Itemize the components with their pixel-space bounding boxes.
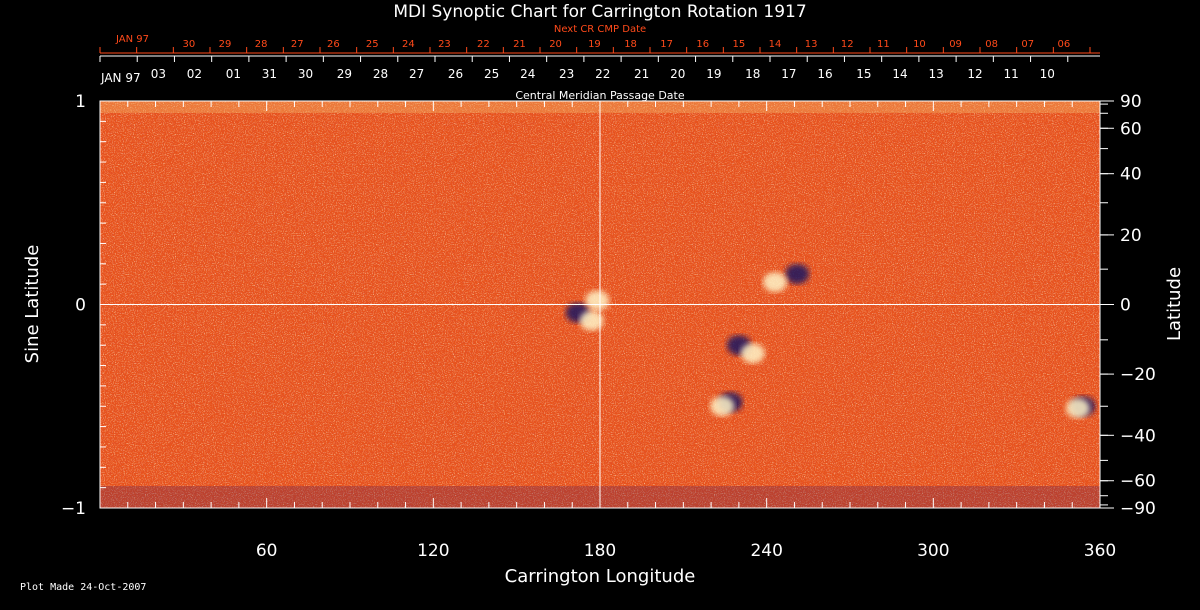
next-cr-date-label: 06 xyxy=(1058,39,1071,50)
next-cr-date-label: 25 xyxy=(366,39,379,50)
active-region-negative xyxy=(785,263,810,284)
next-cr-date-label: 17 xyxy=(660,39,673,50)
cmp-date-label: 30 xyxy=(298,67,313,81)
active-region-positive xyxy=(740,343,765,364)
x-tick-label: 240 xyxy=(750,541,782,561)
cmp-date-label: 16 xyxy=(817,67,832,81)
cmp-date-label: 29 xyxy=(337,67,352,81)
cmp-date-label: 21 xyxy=(634,67,649,81)
x-tick-label: 120 xyxy=(417,541,449,561)
y-tick-label-right: 60 xyxy=(1120,119,1142,139)
cmp-date-label: 23 xyxy=(559,67,574,81)
next-cr-date-label: 19 xyxy=(588,39,601,50)
next-cr-date-label: 08 xyxy=(985,39,998,50)
y-tick-label-right: 0 xyxy=(1120,296,1131,316)
next-cr-date-label: 16 xyxy=(696,39,709,50)
next-cr-date-label: 14 xyxy=(769,39,782,50)
active-region-positive xyxy=(763,272,787,293)
cmp-date-label: 03 xyxy=(151,67,166,81)
next-cr-date-label: 07 xyxy=(1021,39,1034,50)
next-cr-title: Next CR CMP Date xyxy=(554,24,646,35)
x-tick-label: 360 xyxy=(1084,541,1116,561)
y-axis-label-left: Sine Latitude xyxy=(22,245,43,364)
cmp-date-label: 19 xyxy=(706,67,721,81)
cmp-date-label: 28 xyxy=(373,67,388,81)
next-cr-date-label: 24 xyxy=(402,39,415,50)
next-cr-date-label: 28 xyxy=(255,39,268,50)
next-cr-date-label: 26 xyxy=(327,39,340,50)
next-cr-date-label: 15 xyxy=(733,39,746,50)
cmp-date-label: 24 xyxy=(520,67,535,81)
y-tick-label-right: −90 xyxy=(1120,499,1156,519)
y-tick-label-right: 90 xyxy=(1120,92,1142,112)
x-axis-label: Carrington Longitude xyxy=(505,566,696,587)
cmp-date-label: 15 xyxy=(856,67,871,81)
cmp-date-label: 20 xyxy=(670,67,685,81)
next-cr-date-label: 12 xyxy=(841,39,854,50)
cmp-date-label: 17 xyxy=(781,67,796,81)
cmp-date-label: 31 xyxy=(262,67,277,81)
active-regions xyxy=(565,263,1096,419)
next-cr-date-label: 27 xyxy=(291,39,304,50)
y-tick-label-left: 1 xyxy=(75,92,86,112)
x-tick-label: 60 xyxy=(256,541,278,561)
cmp-date-label: 14 xyxy=(892,67,907,81)
cmp-date-label: 26 xyxy=(448,67,463,81)
active-region-positive xyxy=(585,290,610,311)
cmp-date-label: 10 xyxy=(1040,67,1055,81)
y-axis-label-right: Latitude xyxy=(1164,267,1185,341)
next-cr-month: JAN 97 xyxy=(115,34,149,45)
cmp-date-label: 02 xyxy=(187,67,202,81)
cmp-date-label: 12 xyxy=(967,67,982,81)
next-cr-date-label: 11 xyxy=(877,39,890,50)
x-tick-label: 300 xyxy=(917,541,949,561)
cmp-date-label: 01 xyxy=(226,67,241,81)
plot-made-footer: Plot Made 24-Oct-2007 xyxy=(20,582,146,593)
cmp-date-label: 27 xyxy=(409,67,424,81)
y-tick-label-left: −1 xyxy=(61,499,86,519)
y-tick-label-left: 0 xyxy=(75,296,86,316)
y-tick-label-right: 40 xyxy=(1120,165,1142,185)
cmp-date-label: 11 xyxy=(1003,67,1018,81)
axes: 60 120 180 240 300 36010−1906040200−20−40−60−… xyxy=(61,39,1156,561)
next-cr-date-label: 23 xyxy=(438,39,451,50)
x-tick-label: 180 xyxy=(584,541,616,561)
cmp-date-label: 25 xyxy=(484,67,499,81)
next-cr-date-label: 20 xyxy=(549,39,562,50)
chart-title: MDI Synoptic Chart for Carrington Rotati… xyxy=(393,2,806,22)
active-region-positive xyxy=(710,396,735,417)
y-tick-label-right: 20 xyxy=(1120,226,1142,246)
cmp-axis-title: Central Meridian Passage Date xyxy=(515,89,684,102)
next-cr-date-label: 13 xyxy=(805,39,818,50)
next-cr-date-label: 30 xyxy=(183,39,196,50)
cmp-date-label: 13 xyxy=(928,67,943,81)
y-tick-label-right: −60 xyxy=(1120,472,1156,492)
cmp-month: JAN 97 xyxy=(100,71,141,85)
next-cr-date-label: 09 xyxy=(949,39,962,50)
active-region-positive xyxy=(1065,398,1090,419)
next-cr-date-label: 29 xyxy=(219,39,232,50)
next-cr-date-label: 22 xyxy=(477,39,490,50)
y-tick-label-right: −20 xyxy=(1120,365,1156,385)
next-cr-date-label: 10 xyxy=(913,39,926,50)
y-tick-label-right: −40 xyxy=(1120,426,1156,446)
active-region-positive xyxy=(579,310,604,331)
cmp-date-label: 18 xyxy=(745,67,760,81)
next-cr-date-label: 18 xyxy=(624,39,637,50)
next-cr-date-label: 21 xyxy=(513,39,526,50)
cmp-date-label: 22 xyxy=(595,67,610,81)
